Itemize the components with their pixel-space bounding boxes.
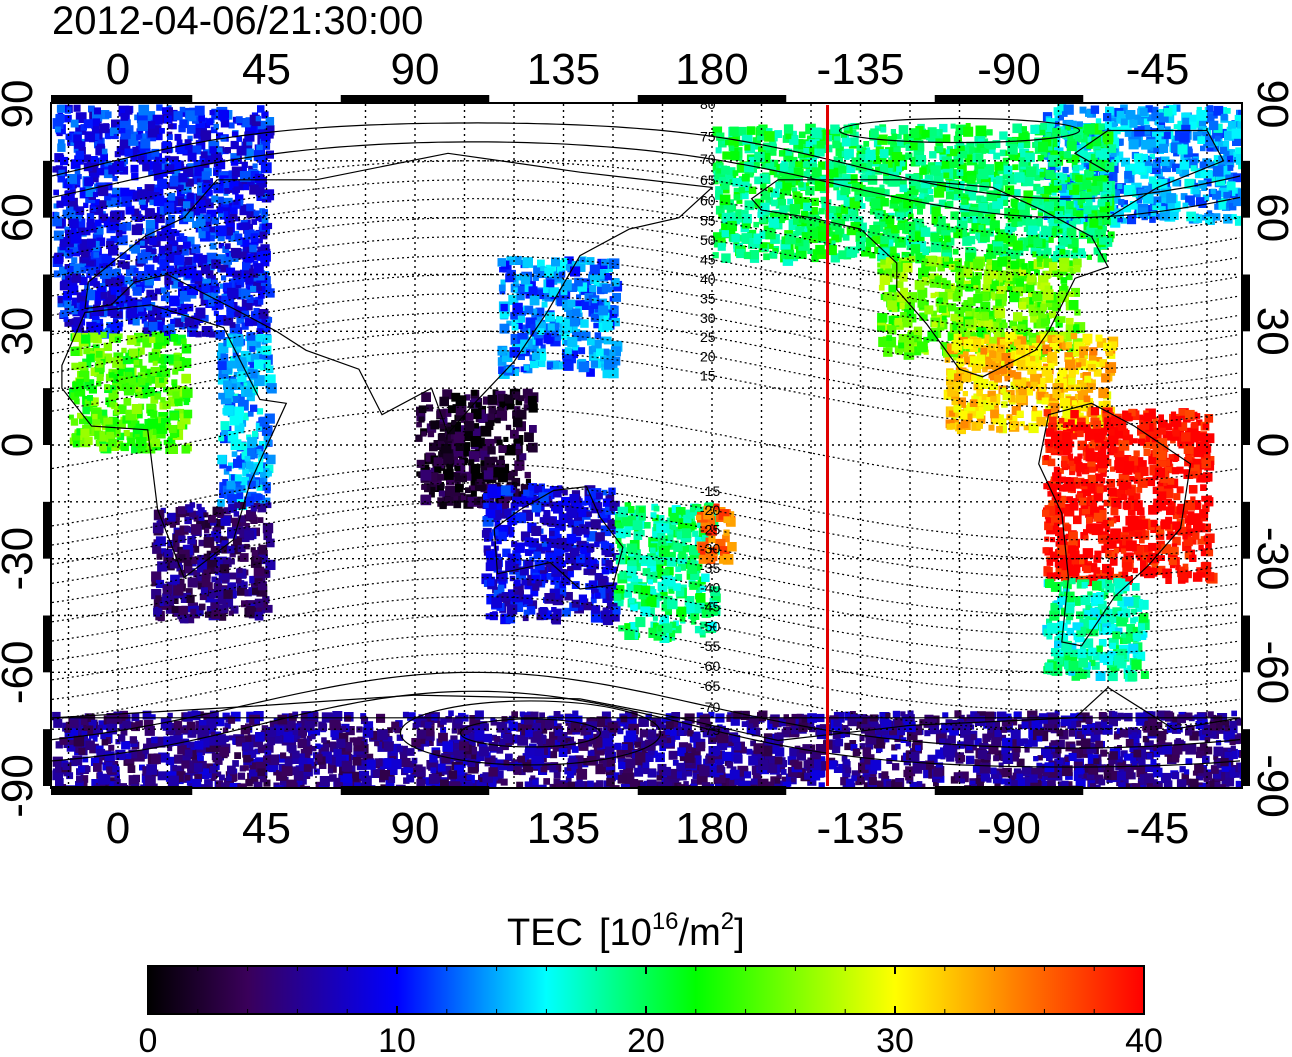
colorbar-tick-label: 40 bbox=[1125, 1022, 1163, 1057]
geomag-label: 65 bbox=[700, 172, 716, 188]
geomagnetic-latitude-contours bbox=[51, 117, 1241, 768]
latitude-tick: 90 bbox=[0, 80, 42, 129]
geomag-label: -25 bbox=[700, 521, 720, 537]
geomag-label: 50 bbox=[700, 232, 716, 248]
latitude-tick: -60 bbox=[0, 641, 42, 705]
right-latitude-ticks: 90 60 30 0 -30 -60 -90 bbox=[1248, 80, 1292, 818]
geomag-label: -30 bbox=[700, 541, 720, 557]
geomag-label: 20 bbox=[700, 348, 716, 364]
latitude-tick: 60 bbox=[1248, 193, 1292, 242]
longitude-tick: 0 bbox=[106, 45, 130, 94]
geomag-label: -20 bbox=[700, 502, 720, 518]
frame-tick-bars bbox=[43, 95, 1250, 795]
latitude-tick: 90 bbox=[1248, 80, 1292, 129]
geomag-label: -55 bbox=[700, 638, 720, 654]
latitude-tick: -90 bbox=[1248, 754, 1292, 818]
longitude-tick: 90 bbox=[391, 45, 440, 94]
longitude-tick: -135 bbox=[816, 45, 904, 94]
longitude-tick: 180 bbox=[675, 804, 748, 853]
geomag-label: 70 bbox=[700, 151, 716, 167]
tec-region-southern-south-america bbox=[1042, 577, 1150, 682]
colorbar-tick-label: 10 bbox=[378, 1022, 416, 1057]
latitude-tick: -90 bbox=[0, 754, 42, 818]
latitude-tick: -60 bbox=[1248, 641, 1292, 705]
geomag-label: 30 bbox=[700, 310, 716, 326]
latitude-tick: -30 bbox=[1248, 527, 1292, 591]
longitude-tick: 135 bbox=[527, 45, 600, 94]
longitude-tick: 180 bbox=[675, 45, 748, 94]
geomagnetic-latitude-labels: 8075706560555045403530252015-15-20-25-30… bbox=[700, 96, 720, 738]
geomag-label: -40 bbox=[700, 579, 720, 595]
geomag-label: 15 bbox=[700, 368, 716, 384]
geomag-label: 75 bbox=[700, 128, 716, 144]
latitude-tick: 0 bbox=[1248, 433, 1292, 457]
longitude-tick: -135 bbox=[816, 804, 904, 853]
bottom-longitude-ticks: 0 45 90 135 180 -135 -90 -45 bbox=[106, 804, 1190, 853]
geomag-label: -60 bbox=[700, 658, 720, 674]
tec-region-antarctica bbox=[52, 710, 1242, 788]
longitude-tick: 90 bbox=[391, 804, 440, 853]
longitude-tick: 45 bbox=[242, 45, 291, 94]
geomag-label: -35 bbox=[700, 560, 720, 576]
left-latitude-ticks: 90 60 30 0 -30 -60 -90 bbox=[0, 80, 42, 818]
latitude-tick: 60 bbox=[0, 193, 42, 242]
colorbar-title: TEC [1016/m2] bbox=[507, 908, 745, 954]
geomag-label: -75 bbox=[700, 722, 720, 738]
geomag-label: 35 bbox=[700, 290, 716, 306]
longitude-tick: -90 bbox=[977, 45, 1041, 94]
colorbar-tick-label: 0 bbox=[139, 1022, 158, 1057]
longitude-tick: -45 bbox=[1126, 804, 1190, 853]
tec-region-central-america-caribbean bbox=[943, 331, 1119, 436]
tec-region-europe bbox=[52, 104, 275, 342]
geomag-label: -70 bbox=[700, 699, 720, 715]
geomag-label: -45 bbox=[700, 599, 720, 615]
tec-region-alaska-arctic-canada bbox=[712, 123, 1117, 266]
latitude-tick: 0 bbox=[0, 433, 42, 457]
geomag-label: 45 bbox=[700, 252, 716, 268]
geomag-label: 55 bbox=[700, 212, 716, 228]
colorbar-ticks: 0 10 20 30 40 bbox=[139, 966, 1163, 1057]
longitude-tick: -45 bbox=[1126, 45, 1190, 94]
geomag-label: -65 bbox=[700, 678, 720, 694]
geomag-label: 25 bbox=[700, 329, 716, 345]
map-panel: 8075706560555045403530252015-15-20-25-30… bbox=[43, 95, 1250, 795]
latitude-tick: -30 bbox=[0, 527, 42, 591]
colorbar-tick-label: 20 bbox=[627, 1022, 665, 1057]
geomag-label: -15 bbox=[700, 483, 720, 499]
geomag-label: 60 bbox=[700, 193, 716, 209]
longitude-tick: 45 bbox=[242, 804, 291, 853]
colorbar-tick-label: 30 bbox=[876, 1022, 914, 1057]
tec-region-australia bbox=[481, 483, 622, 626]
coastlines bbox=[51, 129, 1241, 742]
tec-region-east-africa bbox=[217, 332, 277, 511]
top-longitude-ticks: 0 45 90 135 180 -135 -90 -45 bbox=[106, 45, 1190, 94]
longitude-tick: -90 bbox=[977, 804, 1041, 853]
longitude-tick: 0 bbox=[106, 804, 130, 853]
tec-region-southern-africa bbox=[151, 501, 276, 624]
latitude-tick: 30 bbox=[0, 307, 42, 356]
tec-region-south-east-asia bbox=[415, 388, 539, 510]
latitude-tick: 30 bbox=[1248, 307, 1292, 356]
timestamp-title: 2012-04-06/21:30:00 bbox=[52, 0, 423, 43]
longitude-tick: 135 bbox=[527, 804, 600, 853]
geomag-label: -50 bbox=[700, 618, 720, 634]
geomag-label: 40 bbox=[700, 271, 716, 287]
